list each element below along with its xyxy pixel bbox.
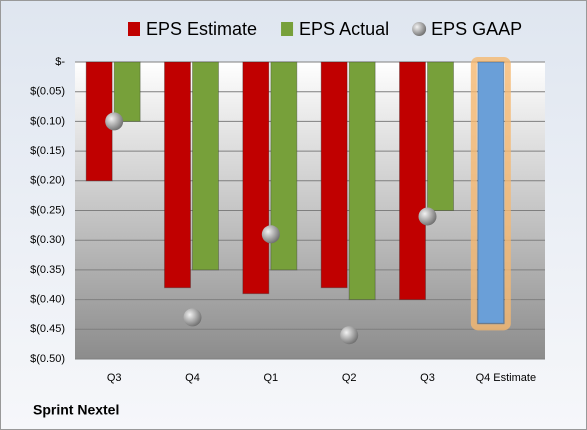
- bar: [113, 61, 141, 122]
- y-tick-label: $(0.20): [30, 175, 65, 187]
- x-tick-label: Q1: [263, 372, 278, 384]
- y-tick-label: $(0.05): [30, 86, 65, 98]
- chart-title: Sprint Nextel: [33, 402, 119, 418]
- gaap-point: [340, 326, 359, 345]
- x-tick-label: Q4 Estimate: [476, 372, 537, 384]
- legend-marker: [281, 22, 294, 36]
- y-tick-label: $(0.30): [30, 234, 65, 246]
- highlight-glow: [470, 57, 511, 331]
- legend-label: EPS Actual: [299, 19, 389, 39]
- y-tick-label: $(0.15): [30, 145, 65, 157]
- bar: [477, 61, 505, 324]
- x-tick-label: Q4: [185, 372, 200, 384]
- x-tick-label: Q3: [420, 372, 435, 384]
- y-tick-label: $(0.40): [30, 294, 65, 306]
- gaap-point: [183, 308, 202, 327]
- bar: [427, 61, 454, 211]
- gaap-point: [105, 112, 124, 131]
- legend-label: EPS Estimate: [146, 19, 257, 39]
- bar: [192, 61, 219, 271]
- x-tick-label: Q3: [107, 372, 122, 384]
- bar: [242, 61, 270, 295]
- legend-marker: [412, 22, 427, 36]
- bar: [164, 61, 191, 289]
- bar: [399, 61, 426, 301]
- x-tick-label: Q2: [342, 372, 357, 384]
- bar: [348, 61, 376, 301]
- gaap-point: [418, 207, 437, 226]
- y-tick-label: $(0.45): [30, 323, 65, 335]
- y-tick-label: $-: [55, 56, 65, 68]
- y-tick-label: $(0.25): [30, 204, 65, 216]
- bar: [320, 61, 348, 289]
- legend-label: EPS GAAP: [431, 19, 522, 39]
- gaap-point: [261, 225, 280, 244]
- y-tick-label: $(0.10): [30, 115, 65, 127]
- y-tick-label: $(0.35): [30, 264, 65, 276]
- y-tick-label: $(0.50): [30, 353, 65, 365]
- legend-marker: [128, 22, 140, 36]
